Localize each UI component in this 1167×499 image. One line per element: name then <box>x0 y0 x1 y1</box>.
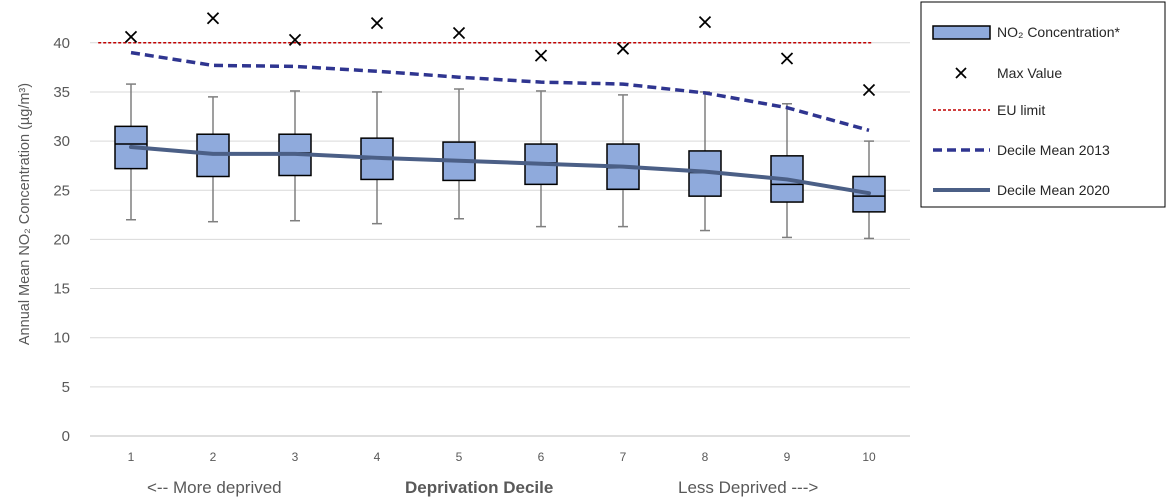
box-decile-2 <box>196 96 230 223</box>
legend-box-swatch <box>932 25 991 40</box>
box-decile-7 <box>606 94 640 228</box>
x-axis-title: Deprivation Decile <box>405 478 553 497</box>
max-marker-stroke <box>616 42 630 55</box>
max-marker <box>698 16 712 29</box>
max-marker-stroke <box>206 12 220 25</box>
mean-2013-line <box>130 50 870 132</box>
x-tick-label: 5 <box>456 450 463 464</box>
max-marker-stroke <box>780 52 794 65</box>
x-tick-label: 2 <box>210 450 217 464</box>
y-tick-label: 5 <box>62 379 70 396</box>
legend-label-2020: Decile Mean 2020 <box>997 182 1110 198</box>
x-tick-label: 6 <box>538 450 545 464</box>
legend-label-eu: EU limit <box>997 102 1045 118</box>
box-decile-5 <box>442 88 476 220</box>
max-value-series <box>124 12 876 97</box>
y-tick-label: 20 <box>53 231 70 248</box>
x-tick-label: 10 <box>862 450 876 464</box>
mean-2020-line <box>129 144 871 196</box>
y-tick-label: 25 <box>53 182 70 199</box>
box-decile-6 <box>524 90 558 228</box>
legend-x-marker <box>955 67 967 79</box>
max-marker-stroke <box>452 26 466 40</box>
legend: NO₂ Concentration* Max Value EU limit De… <box>920 1 1166 208</box>
max-marker-stroke <box>124 30 138 44</box>
y-tick-label: 35 <box>53 84 70 101</box>
max-marker-stroke <box>534 49 548 62</box>
x-tick-label: 7 <box>620 450 627 464</box>
max-marker <box>370 17 384 30</box>
legend-label-max: Max Value <box>997 65 1062 81</box>
max-marker <box>124 30 138 44</box>
x-tick-label: 1 <box>128 450 135 464</box>
y-tick-label: 40 <box>53 35 70 52</box>
y-tick-label: 15 <box>53 281 70 298</box>
box-decile-1 <box>114 83 148 221</box>
x-axis-left-note: <-- More deprived <box>147 478 282 497</box>
max-marker <box>862 83 876 97</box>
max-marker-stroke <box>288 33 302 46</box>
x-tick-label: 8 <box>702 450 709 464</box>
max-marker-stroke <box>698 16 712 29</box>
max-marker <box>452 26 466 40</box>
max-marker-stroke <box>862 83 876 97</box>
max-marker-stroke <box>370 17 384 30</box>
x-tick-label: 9 <box>784 450 791 464</box>
x-tick-labels: 1 2 3 4 5 6 7 8 9 10 <box>128 450 876 464</box>
y-tick-label: 30 <box>53 133 70 150</box>
x-tick-label: 3 <box>292 450 299 464</box>
box-decile-8 <box>688 91 722 232</box>
y-tick-label: 0 <box>62 428 70 445</box>
legend-label-2013: Decile Mean 2013 <box>997 142 1110 158</box>
max-marker <box>780 52 794 65</box>
y-tick-label: 10 <box>53 330 70 347</box>
box-decile-9 <box>770 102 804 239</box>
max-marker <box>206 12 220 25</box>
max-marker <box>616 42 630 55</box>
legend-label-no2: NO₂ Concentration* <box>997 24 1120 40</box>
x-tick-label: 4 <box>374 450 381 464</box>
y-tick-labels: 0 5 10 15 20 25 30 35 40 <box>53 35 70 445</box>
max-marker <box>534 49 548 62</box>
mean-line-series <box>129 50 871 196</box>
max-marker <box>288 33 302 46</box>
box-decile-10 <box>852 140 886 240</box>
y-axis-title: Annual Mean NO₂ Concentration (µg/m³) <box>17 83 33 345</box>
x-axis-right-note: Less Deprived ---> <box>678 478 818 497</box>
